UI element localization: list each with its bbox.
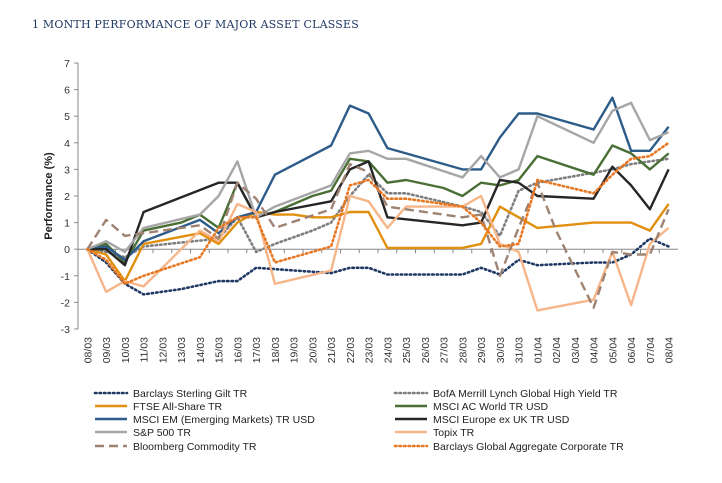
x-tick-label: 24/03 xyxy=(382,337,394,363)
x-tick-label: 01/04 xyxy=(532,337,544,363)
y-axis-label: Performance (%) xyxy=(43,152,55,240)
legend-label-9: Barclays Global Aggregate Corporate TR xyxy=(433,441,624,453)
legend-label-8: Bloomberg Commodity TR xyxy=(133,441,257,453)
y-tick-label: 2 xyxy=(64,191,70,203)
x-tick-label: 13/03 xyxy=(176,337,188,363)
series-line-4 xyxy=(87,96,670,261)
y-tick-label: 3 xyxy=(64,164,70,176)
x-tick-label: 08/03 xyxy=(82,337,94,363)
y-tick-label: 0 xyxy=(64,244,70,256)
legend-label-5: MSCI Europe ex UK TR USD xyxy=(433,414,570,426)
series-line-7 xyxy=(86,194,670,312)
x-tick-label: 23/03 xyxy=(364,337,376,363)
x-tick-label: 31/03 xyxy=(514,337,526,363)
series-line-3 xyxy=(87,144,670,264)
x-tick-label: 10/03 xyxy=(120,337,132,363)
x-tick-label: 16/03 xyxy=(232,337,244,363)
chart-axes: -3 -2 -1 0 1 2 3 4 5 6 7 08/03 09/03 10/03 11/03 12/03 1… xyxy=(43,58,678,363)
legend-label-6: S&P 500 TR xyxy=(133,427,191,439)
series-line-8 xyxy=(86,162,670,309)
x-tick-label: 25/03 xyxy=(401,337,413,363)
x-tick-label: 14/03 xyxy=(195,337,207,363)
y-tick-label: -1 xyxy=(61,271,70,283)
series-line-6 xyxy=(86,101,670,254)
chart-legend: Barclays Sterling Gilt TR BofA Merrill Ly… xyxy=(93,388,624,453)
x-tick-label: 21/03 xyxy=(326,337,338,363)
legend-label-4: MSCI EM (Emerging Markets) TR USD xyxy=(133,414,315,426)
legend-label-7: Topix TR xyxy=(433,427,475,439)
chart-series-lines xyxy=(86,96,670,312)
x-tick-label: 30/03 xyxy=(495,337,507,363)
legend-label-3: MSCI AC World TR USD xyxy=(433,401,549,413)
x-tick-label: 22/03 xyxy=(345,337,357,363)
series-line-9 xyxy=(86,141,670,286)
x-tick-label: 17/03 xyxy=(251,337,263,363)
legend-label-2: FTSE All-Share TR xyxy=(133,401,222,413)
x-tick-label: 15/03 xyxy=(214,337,226,363)
y-tick-label: 7 xyxy=(64,58,70,70)
y-tick-label: 4 xyxy=(64,138,70,150)
y-tick-label: -2 xyxy=(61,297,70,309)
x-tick-label: 09/03 xyxy=(101,337,113,363)
x-tick-label: 11/03 xyxy=(139,337,151,363)
x-tick-label: 19/03 xyxy=(289,337,301,363)
x-tick-label: 12/03 xyxy=(157,337,169,363)
x-tick-label: 26/03 xyxy=(420,337,432,363)
y-tick-label: 6 xyxy=(64,85,70,97)
x-tick-label: 29/03 xyxy=(476,337,488,363)
x-tick-label: 05/04 xyxy=(607,337,619,363)
y-tick-label: -3 xyxy=(61,324,70,336)
series-line-0 xyxy=(86,237,670,296)
legend-label-0: Barclays Sterling Gilt TR xyxy=(133,388,248,400)
x-tick-label: 04/04 xyxy=(589,337,601,363)
x-tick-label: 07/04 xyxy=(645,337,657,363)
x-tick-label: 08/04 xyxy=(664,337,676,363)
x-tick-label: 06/04 xyxy=(626,337,638,363)
y-tick-label: 1 xyxy=(64,218,70,230)
x-tick-label: 27/03 xyxy=(439,337,451,363)
chart-title: 1 MONTH PERFORMANCE OF MAJOR ASSET CLASS… xyxy=(32,18,360,31)
x-tick-label: 28/03 xyxy=(457,337,469,363)
legend-label-1: BofA Merrill Lynch Global High Yield TR xyxy=(433,388,618,400)
y-tick-label: 5 xyxy=(64,111,70,123)
x-tick-label: 18/03 xyxy=(270,337,282,363)
series-line-1 xyxy=(86,157,670,259)
x-tick-label: 03/04 xyxy=(570,337,582,363)
x-tick-label: 20/03 xyxy=(307,337,319,363)
x-tick-label: 02/04 xyxy=(551,337,563,363)
